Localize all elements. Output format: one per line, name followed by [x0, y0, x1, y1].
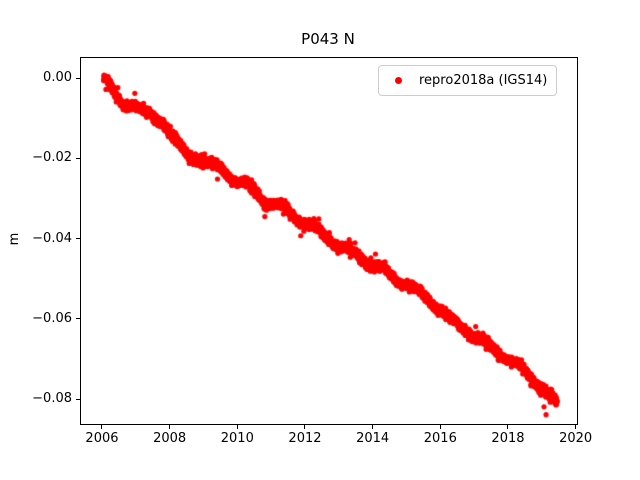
x-tick-label: 2010: [220, 431, 254, 446]
x-tick-label: 2012: [288, 431, 322, 446]
y-tick-label: −0.08: [32, 391, 72, 407]
y-tick-label: −0.02: [32, 150, 72, 166]
legend: repro2018a (IGS14): [378, 65, 558, 96]
scatter-canvas: [81, 58, 577, 424]
y-tick: [76, 77, 80, 79]
y-tick: [76, 238, 80, 240]
x-tick-label: 2008: [153, 431, 187, 446]
x-tick-label: 2014: [356, 431, 390, 446]
x-tick: [236, 425, 238, 429]
x-tick-label: 2018: [491, 431, 525, 446]
x-tick-label: 2020: [559, 431, 593, 446]
x-tick: [169, 425, 171, 429]
chart-title: P043 N: [301, 30, 355, 48]
x-tick-label: 2006: [85, 431, 119, 446]
x-tick: [507, 425, 509, 429]
y-tick: [76, 157, 80, 159]
y-tick-label: −0.06: [32, 310, 72, 326]
y-tick: [76, 398, 80, 400]
plot-area: 2006 2008 2010 2012 2014 2016 2018 2020 0.00 −0.…: [32, 57, 592, 446]
y-tick: [76, 318, 80, 320]
x-tick: [439, 425, 441, 429]
legend-marker-icon: [395, 77, 402, 84]
x-tick: [575, 425, 577, 429]
x-tick: [304, 425, 306, 429]
x-tick-label: 2016: [423, 431, 457, 446]
x-tick: [372, 425, 374, 429]
y-tick-label: −0.04: [32, 230, 72, 246]
y-tick-label: 0.00: [43, 70, 72, 86]
legend-label: repro2018a (IGS14): [419, 72, 548, 88]
x-tick: [101, 425, 103, 429]
